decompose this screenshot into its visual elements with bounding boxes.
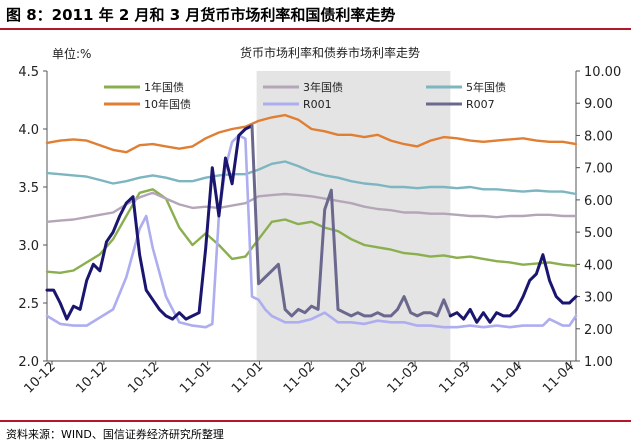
right-tick-label: 10.00 bbox=[584, 65, 621, 80]
legend-label-y5: 5年国债 bbox=[466, 80, 506, 94]
right-tick-label: 1.00 bbox=[584, 355, 613, 370]
legend-label-y3: 3年国债 bbox=[303, 80, 343, 94]
chart-title: 货币市场利率和债券市场利率走势 bbox=[240, 45, 420, 60]
series-y5 bbox=[45, 160, 578, 196]
series-r007-late bbox=[250, 124, 452, 318]
legend-label-r007: R007 bbox=[466, 98, 495, 111]
left-tick-label: 2.0 bbox=[18, 355, 39, 370]
right-tick-label: 9.00 bbox=[584, 97, 613, 112]
right-tick-label: 5.00 bbox=[584, 226, 613, 241]
right-tick-label: 7.00 bbox=[584, 162, 613, 177]
x-tick-label: 11-04 bbox=[540, 359, 577, 396]
x-tick-label: 10-12 bbox=[125, 359, 162, 396]
right-tick-label: 4.00 bbox=[584, 258, 613, 273]
series-r001 bbox=[45, 134, 578, 329]
series-y3 bbox=[45, 191, 578, 224]
source-note: 资料来源：WIND、国信证券经济研究所整理 bbox=[6, 428, 224, 441]
rate-chart: 2.0 2.5 3.0 3.5 4.0 4.5 1.00 2.00 3.00 4.00 5.00 6.… bbox=[18, 45, 621, 397]
x-tick-label: 11-02 bbox=[333, 359, 370, 396]
legend-label-r001: R001 bbox=[303, 98, 332, 111]
x-tick-label: 11-01 bbox=[229, 359, 266, 396]
series-r007 bbox=[45, 124, 254, 321]
x-tick-label: 11-04 bbox=[488, 359, 525, 396]
right-tick-label: 6.00 bbox=[584, 194, 613, 209]
legend-label-y10: 10年国债 bbox=[144, 97, 191, 111]
header-rule bbox=[0, 28, 631, 30]
x-tick-label: 11-03 bbox=[436, 359, 473, 396]
figure-header: 图 8：2011 年 2 月和 3 月货币市场利率和国债利率走势 bbox=[0, 0, 631, 30]
figure-title: 图 8：2011 年 2 月和 3 月货币市场利率和国债利率走势 bbox=[6, 6, 396, 24]
left-tick-label: 2.5 bbox=[18, 297, 39, 312]
footer-rule bbox=[0, 420, 631, 422]
x-tick-label: 11-03 bbox=[385, 359, 422, 396]
series-r007-tail bbox=[448, 253, 578, 324]
x-tick-label: 10-12 bbox=[73, 359, 110, 396]
chart-legend: 1年国债 3年国债 5年国债 10年国债 R001 R007 bbox=[104, 80, 506, 111]
left-tick-label: 3.5 bbox=[18, 181, 39, 196]
left-tick-label: 3.0 bbox=[18, 239, 39, 254]
x-tick-label: 11-01 bbox=[177, 359, 214, 396]
right-tick-label: 8.00 bbox=[584, 129, 613, 144]
legend-label-y1: 1年国债 bbox=[144, 80, 184, 94]
series-y10 bbox=[45, 113, 578, 154]
x-tick-label: 11-02 bbox=[281, 359, 318, 396]
right-tick-label: 3.00 bbox=[584, 291, 613, 306]
unit-label: 单位:% bbox=[52, 46, 91, 61]
right-tick-label: 2.00 bbox=[584, 323, 613, 338]
left-tick-label: 4.5 bbox=[18, 65, 39, 80]
left-tick-label: 4.0 bbox=[18, 123, 39, 138]
chart-series bbox=[45, 113, 578, 329]
